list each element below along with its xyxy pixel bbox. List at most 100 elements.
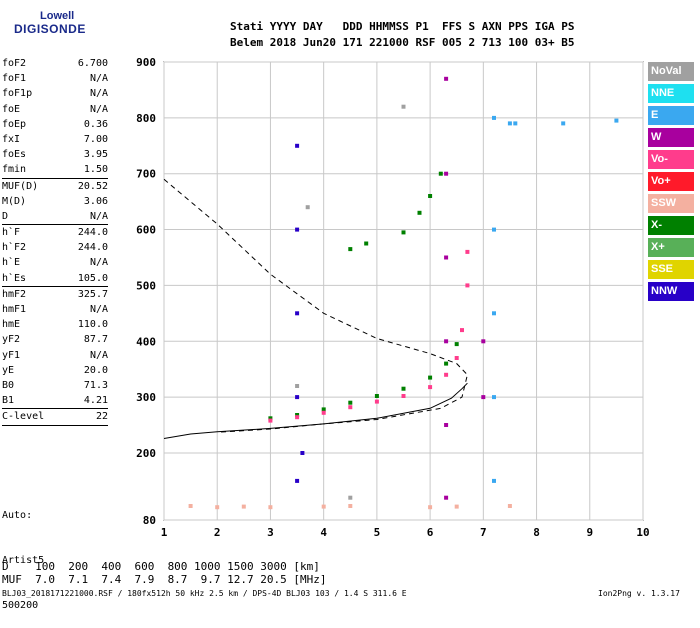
param-value: 1.50 xyxy=(83,164,108,176)
param-row-yF2: yF2 87.7 xyxy=(2,332,108,347)
y-tick-label: 200 xyxy=(136,447,156,460)
data-point xyxy=(444,171,449,176)
param-row-fxI: fxI 7.00 xyxy=(2,132,108,147)
param-row-D: D N/A xyxy=(2,209,108,224)
legend-w: W xyxy=(648,128,694,147)
param-row-foE: foE N/A xyxy=(2,102,108,117)
param-key: D xyxy=(2,210,9,222)
data-point xyxy=(454,356,459,360)
param-row-hE: h`E N/A xyxy=(2,255,108,270)
data-point xyxy=(295,395,300,400)
header-val-3: 171 xyxy=(342,36,363,49)
series-noval xyxy=(295,104,406,500)
data-point xyxy=(444,339,449,344)
x-tick-label: 8 xyxy=(533,526,540,539)
data-point xyxy=(295,478,300,483)
data-point xyxy=(444,361,449,366)
legend-e: E xyxy=(648,106,694,125)
legend-nne: NNE xyxy=(648,84,694,103)
header-col-3: DDD xyxy=(342,20,363,33)
param-value: 244.0 xyxy=(77,227,108,239)
param-value: 6.700 xyxy=(77,58,108,69)
y-tick-label: 800 xyxy=(136,112,156,125)
y-tick-label: 80 xyxy=(143,514,156,527)
data-point xyxy=(348,504,353,508)
param-value: 20.0 xyxy=(83,364,108,376)
data-point xyxy=(428,385,433,390)
param-value: 7.00 xyxy=(83,133,108,145)
data-point xyxy=(444,255,449,260)
param-value: 87.7 xyxy=(83,334,108,346)
param-key: h`Es xyxy=(2,272,27,284)
auto-artist: Artist5 xyxy=(2,555,45,566)
series-x- xyxy=(268,171,459,421)
param-row-yE: yE 20.0 xyxy=(2,363,108,378)
data-point xyxy=(481,339,486,344)
param-row-fmin: fmin 1.50 xyxy=(2,162,108,177)
data-point xyxy=(401,104,406,109)
x-tick-label: 4 xyxy=(320,526,327,539)
data-point xyxy=(295,415,300,420)
data-point xyxy=(513,121,518,126)
auto-label: Auto: xyxy=(2,510,33,521)
header-val-0: Belem xyxy=(230,36,264,49)
data-point xyxy=(321,410,326,415)
data-point xyxy=(401,386,406,391)
y-tick-label: 900 xyxy=(136,56,156,69)
param-key: foE xyxy=(2,103,21,115)
distance-row: D 100 200 400 600 800 1000 1500 3000 [km… xyxy=(2,560,320,573)
param-row-hmE: hmE 110.0 xyxy=(2,317,108,332)
param-key: yF2 xyxy=(2,334,21,346)
param-key: yE xyxy=(2,364,15,376)
logo-lowell: Lowell xyxy=(40,10,75,22)
data-point xyxy=(348,400,353,405)
y-tick-label: 400 xyxy=(136,335,156,348)
param-key: foEp xyxy=(2,118,27,130)
data-point xyxy=(444,372,449,377)
data-point xyxy=(444,495,449,500)
param-row-B1: B1 4.21 xyxy=(2,393,108,408)
param-row-foEp: foEp 0.36 xyxy=(2,117,108,132)
param-key: hmF1 xyxy=(2,304,27,315)
data-point xyxy=(374,394,379,398)
x-tick-label: 7 xyxy=(480,526,487,539)
data-point xyxy=(492,311,496,316)
logo-digisonde: DIGISONDE xyxy=(14,22,86,36)
data-point xyxy=(300,451,305,455)
data-point xyxy=(492,478,496,483)
param-key: h`F2 xyxy=(2,242,27,254)
header-val-10: 03+ xyxy=(534,36,555,49)
header-val-2: Jun20 xyxy=(302,36,336,49)
param-key: B0 xyxy=(2,379,15,391)
param-value: N/A xyxy=(89,210,108,222)
param-key: hmE xyxy=(2,319,21,331)
param-value: 20.52 xyxy=(77,180,108,192)
data-point xyxy=(460,328,464,333)
x-tick-label: 9 xyxy=(586,526,593,539)
header-val-5: RSF xyxy=(415,36,436,49)
x-tick-label: 1 xyxy=(161,526,168,539)
data-point xyxy=(268,416,273,421)
data-point xyxy=(348,495,353,500)
param-row-B0: B0 71.3 xyxy=(2,378,108,393)
param-row-yF1: yF1 N/A xyxy=(2,348,108,363)
param-key: C-level xyxy=(2,411,45,423)
data-point xyxy=(454,504,459,509)
ionogram-chart: 1 2 3 4 5 6 7 8 9 10 80 200 300 400 500 600 700 800 900 xyxy=(136,56,650,539)
data-point xyxy=(295,413,300,417)
param-row-foEs: foEs 3.95 xyxy=(2,147,108,162)
header-val-9: 100 xyxy=(508,36,529,49)
y-tick-label: 700 xyxy=(136,168,156,181)
data-point xyxy=(454,342,459,347)
data-point xyxy=(614,118,619,123)
header-col-10: IGA xyxy=(534,20,555,33)
data-point xyxy=(492,395,496,400)
param-key: hmF2 xyxy=(2,288,27,300)
legend-x-: X+ xyxy=(648,238,694,257)
data-point xyxy=(321,407,326,412)
param-row-Clevel: C-level 22 xyxy=(2,408,108,424)
param-value: 3.95 xyxy=(83,149,108,161)
data-point xyxy=(295,311,300,316)
param-key: yF1 xyxy=(2,349,21,361)
data-point xyxy=(374,399,379,404)
